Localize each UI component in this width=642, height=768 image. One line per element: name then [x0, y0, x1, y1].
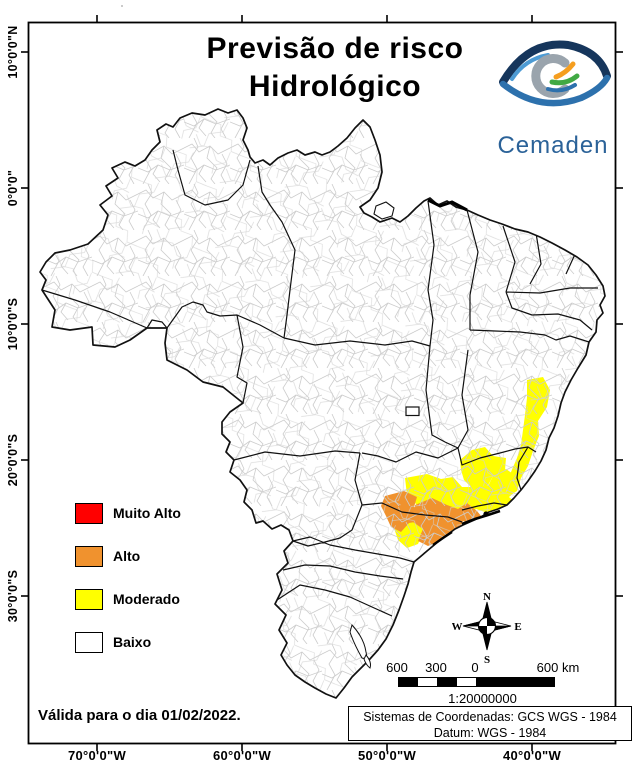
scale-bar-graphic — [398, 677, 555, 687]
scale-label-300: 300 — [425, 660, 447, 675]
page-title: Previsão de risco Hidrológico — [150, 30, 520, 106]
lat-label-10s: 10°0'0"S — [6, 297, 20, 351]
legend-swatch-baixo — [75, 632, 103, 653]
scale-ratio: 1:20000000 — [448, 691, 517, 706]
datum-line: Datum: WGS - 1984 — [433, 726, 547, 740]
map-details — [349, 198, 501, 669]
scale-segment — [399, 678, 418, 686]
lon-label-60w: 60°0'0"W — [212, 748, 272, 763]
legend-swatch-alto — [75, 546, 103, 567]
lon-label-40w: 40°0'0"W — [502, 748, 562, 763]
lon-label-50w: 50°0'0"W — [357, 748, 417, 763]
scale-segment — [457, 678, 476, 686]
scale-label-600km: 600 km — [536, 660, 580, 675]
scale-segment — [476, 678, 554, 686]
title-line-1: Previsão de risco — [206, 32, 464, 65]
lat-label-0: 0°0'0" — [6, 169, 20, 207]
compass-rose: N S E W — [452, 590, 522, 666]
lat-label-30s: 30°0'0"S — [6, 569, 20, 623]
compass-icon: N S E W — [452, 591, 522, 666]
coordinate-system-line: Sistemas de Coordenadas: GCS WGS - 1984 — [363, 710, 617, 724]
lon-label-70w: 70°0'0"W — [67, 748, 127, 763]
compass-n-label: N — [483, 591, 491, 603]
title-line-2: Hidrológico — [248, 70, 422, 103]
coast-rio-thick — [461, 509, 501, 526]
legend-label-moderado: Moderado — [113, 591, 180, 607]
guanabara-bay-mark — [483, 511, 489, 517]
coast-santos-thick — [432, 531, 453, 546]
legend-label-alto: Alto — [113, 548, 141, 564]
legend-swatch-muito-alto — [75, 503, 103, 524]
validity-note: Válida para o dia 01/02/2022. — [38, 707, 241, 724]
legend-label-muito-alto: Muito Alto — [113, 505, 181, 521]
compass-w-label: W — [452, 621, 463, 633]
compass-s-label: S — [484, 654, 490, 666]
scale-label-600-left: 600 — [386, 660, 408, 675]
graticule-ticks — [21, 15, 623, 751]
scale-bar: 600 300 0 600 km 1:20000000 — [386, 660, 579, 706]
scale-label-0: 0 — [471, 660, 479, 675]
cemaden-logo: Cemaden — [488, 28, 618, 160]
lagoa-mirim — [363, 654, 371, 669]
legend-swatch-moderado — [75, 589, 103, 610]
distrito-federal — [405, 406, 420, 417]
map-frame — [21, 15, 623, 751]
state-boundaries — [41, 149, 598, 617]
marajo-island — [373, 201, 395, 220]
cemaden-eye-icon — [499, 40, 611, 107]
coast-maranhao-thick — [427, 198, 468, 212]
legend-label-baixo: Baixo — [113, 634, 152, 650]
cemaden-wordmark: Cemaden — [497, 132, 609, 159]
stray-dot — [121, 5, 123, 7]
compass-e-label: E — [514, 621, 521, 633]
lat-label-20s: 20°0'0"S — [6, 433, 20, 487]
lat-label-10n: 10°0'0"N — [6, 25, 20, 79]
country-outline — [39, 108, 606, 699]
scale-segment — [437, 678, 457, 686]
scale-segment — [418, 678, 437, 686]
coordinate-system-box: Sistemas de Coordenadas: GCS WGS - 1984 … — [348, 706, 632, 741]
